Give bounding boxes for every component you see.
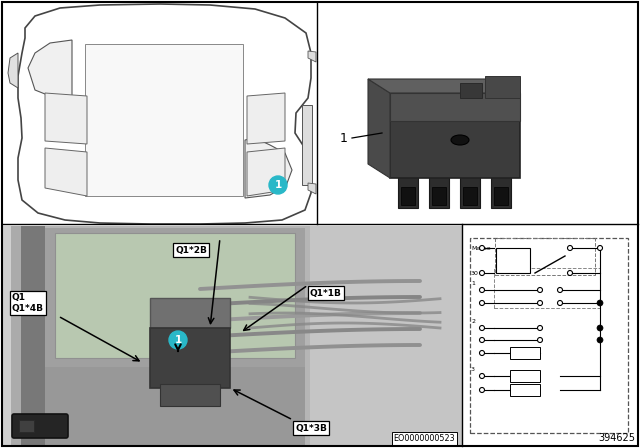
Circle shape bbox=[479, 350, 484, 356]
Bar bbox=[510, 370, 540, 382]
Text: Q1*1B: Q1*1B bbox=[310, 289, 342, 297]
Circle shape bbox=[557, 288, 563, 293]
Bar bbox=[460, 83, 482, 98]
Circle shape bbox=[568, 246, 573, 250]
Circle shape bbox=[538, 301, 543, 306]
Circle shape bbox=[538, 337, 543, 343]
Text: 1: 1 bbox=[340, 132, 348, 145]
Text: 1: 1 bbox=[275, 180, 282, 190]
Polygon shape bbox=[45, 148, 87, 196]
Polygon shape bbox=[18, 4, 311, 224]
Bar bbox=[398, 175, 418, 208]
Circle shape bbox=[538, 288, 543, 293]
Bar bbox=[302, 105, 312, 185]
Polygon shape bbox=[368, 79, 390, 178]
FancyBboxPatch shape bbox=[12, 414, 68, 438]
Polygon shape bbox=[247, 93, 285, 144]
Bar bbox=[460, 175, 480, 208]
Bar bbox=[3, 226, 21, 445]
Polygon shape bbox=[28, 40, 72, 96]
Circle shape bbox=[538, 326, 543, 331]
Bar bbox=[85, 44, 243, 196]
Text: Masse: Masse bbox=[471, 246, 491, 250]
Bar bbox=[494, 187, 508, 205]
Bar bbox=[463, 226, 636, 445]
Bar bbox=[390, 93, 520, 121]
Bar bbox=[3, 5, 316, 223]
Bar bbox=[45, 228, 305, 368]
Circle shape bbox=[479, 246, 484, 250]
Bar bbox=[510, 384, 540, 396]
Polygon shape bbox=[308, 51, 316, 62]
Circle shape bbox=[479, 271, 484, 276]
Polygon shape bbox=[368, 79, 520, 93]
Circle shape bbox=[597, 337, 603, 343]
Bar bbox=[496, 248, 530, 273]
Bar bbox=[318, 5, 636, 223]
Polygon shape bbox=[308, 183, 316, 194]
Text: EO0000000523: EO0000000523 bbox=[394, 434, 455, 443]
Bar bbox=[310, 226, 462, 445]
Text: 1: 1 bbox=[471, 280, 475, 285]
Bar bbox=[470, 238, 628, 433]
Polygon shape bbox=[247, 148, 285, 196]
Circle shape bbox=[597, 325, 603, 331]
Bar bbox=[150, 328, 230, 388]
Circle shape bbox=[479, 374, 484, 379]
Circle shape bbox=[557, 301, 563, 306]
Text: Q1*2B: Q1*2B bbox=[175, 246, 207, 254]
Text: 30: 30 bbox=[471, 271, 479, 276]
Text: Q1
Q1*4B: Q1 Q1*4B bbox=[12, 293, 44, 313]
Circle shape bbox=[597, 300, 603, 306]
Circle shape bbox=[479, 337, 484, 343]
Polygon shape bbox=[45, 93, 87, 144]
Ellipse shape bbox=[451, 135, 469, 145]
Circle shape bbox=[598, 246, 602, 250]
Bar bbox=[401, 187, 415, 205]
Bar bbox=[160, 384, 220, 406]
Bar bbox=[19, 420, 34, 432]
Bar bbox=[3, 226, 11, 445]
Circle shape bbox=[479, 388, 484, 392]
Polygon shape bbox=[8, 53, 18, 88]
Text: 394625: 394625 bbox=[598, 433, 635, 443]
Bar bbox=[463, 187, 477, 205]
Polygon shape bbox=[245, 138, 292, 198]
Bar bbox=[491, 175, 511, 208]
Bar bbox=[432, 187, 446, 205]
Text: 1: 1 bbox=[174, 335, 182, 345]
Text: 3: 3 bbox=[471, 366, 475, 371]
Circle shape bbox=[269, 176, 287, 194]
Text: Q1*3B: Q1*3B bbox=[295, 423, 327, 432]
Bar bbox=[150, 298, 230, 328]
Bar bbox=[45, 367, 305, 445]
Circle shape bbox=[169, 331, 187, 349]
Bar bbox=[55, 233, 295, 358]
Bar bbox=[494, 268, 600, 308]
Text: 2: 2 bbox=[471, 319, 475, 323]
Circle shape bbox=[479, 326, 484, 331]
Bar bbox=[390, 93, 520, 178]
Circle shape bbox=[479, 288, 484, 293]
Circle shape bbox=[479, 301, 484, 306]
Bar bbox=[429, 175, 449, 208]
Bar bbox=[495, 238, 595, 275]
Bar bbox=[510, 347, 540, 359]
Bar bbox=[485, 76, 520, 98]
Circle shape bbox=[568, 271, 573, 276]
Bar bbox=[3, 226, 460, 445]
Bar bbox=[3, 226, 45, 445]
